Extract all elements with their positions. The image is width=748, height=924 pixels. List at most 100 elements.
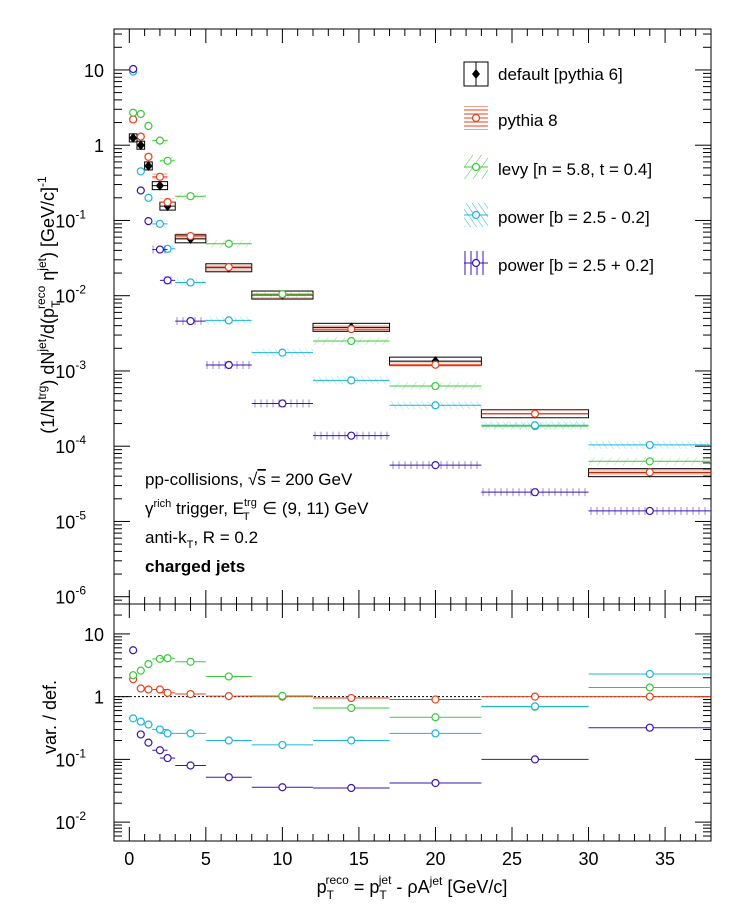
legend: default [pythia 6] pythia 8 levy [n = 5.… — [463, 61, 654, 275]
top-y-tick-label: 1 — [94, 136, 104, 156]
series2-point — [645, 457, 654, 466]
series1-point — [163, 198, 172, 207]
series3-point — [144, 193, 153, 202]
series2-point — [155, 136, 165, 145]
series4-point — [530, 488, 540, 497]
top-y-tick-exponent: -3 — [75, 358, 86, 372]
ratio-series0-point — [224, 692, 233, 701]
series4-point — [431, 461, 440, 470]
bottom-y-tick-exponent: -2 — [75, 809, 86, 823]
series4-point — [129, 64, 138, 74]
series4-point — [645, 506, 654, 516]
x-tick-label: 35 — [655, 849, 675, 869]
ratio-series1-point — [155, 654, 165, 663]
series3-point — [645, 440, 654, 450]
series4-point — [136, 186, 145, 195]
bottom-plot-frame — [113, 603, 712, 842]
ratio-series2-point — [431, 729, 440, 738]
series4-point — [347, 431, 356, 440]
ratio-series0-point — [431, 695, 440, 704]
series1-point — [186, 231, 195, 241]
series3-point — [224, 316, 233, 325]
legend-label-pythia8: pythia 8 — [498, 111, 558, 130]
series1-point — [129, 115, 138, 124]
series4-point — [278, 399, 287, 408]
x-tick-label: 10 — [272, 849, 292, 869]
ratio-series0-point — [530, 692, 540, 701]
annotation-collisions: pp-collisions, √s = 200 GeV — [145, 470, 353, 489]
series2-point — [347, 336, 356, 346]
ratio-series0-point — [645, 692, 654, 701]
series2-point — [431, 381, 440, 391]
x-tick-label: 5 — [201, 849, 211, 869]
top-y-tick-exponent: -4 — [75, 433, 86, 447]
ratio-series3-point — [155, 746, 165, 755]
ratio-series3-point — [278, 783, 287, 792]
series4-point — [163, 276, 172, 285]
series0-point — [144, 160, 153, 171]
series3-point — [136, 167, 145, 176]
legend-marker-levy — [471, 162, 481, 172]
bottom-y-tick-label: 1 — [94, 688, 104, 708]
series1-point — [155, 172, 165, 181]
ratio-series3-point — [144, 738, 153, 747]
series2-point — [278, 290, 287, 299]
legend-item-power-plus: power [b = 2.5 + 0.2] — [464, 251, 654, 275]
ratio-series2-point — [144, 720, 153, 729]
series4-point — [144, 217, 153, 226]
series1-point — [645, 468, 654, 477]
top-y-tick-label: 10-6 — [55, 584, 86, 608]
ratio-series0-point — [163, 688, 172, 697]
legend-label-power-plus: power [b = 2.5 + 0.2] — [498, 256, 654, 275]
series2-point — [186, 192, 195, 201]
x-tick-label: 25 — [502, 849, 522, 869]
series2-point — [144, 121, 153, 131]
top-y-tick-label: 10 — [84, 61, 104, 81]
series3-point — [530, 421, 540, 430]
series4-point — [186, 316, 195, 326]
ratio-series1-point — [347, 703, 356, 713]
x-axis-label: pTreco = pTjet - ρAjet [GeV/c] — [317, 873, 508, 902]
ratio-series3-point — [224, 773, 233, 782]
series0-point — [155, 180, 164, 191]
series1-point — [431, 360, 440, 369]
x-tick-label: 20 — [425, 849, 445, 869]
top-y-tick-label: 10-3 — [55, 358, 86, 382]
legend-marker-pythia8 — [471, 113, 481, 123]
ratio-series0-point — [186, 689, 195, 699]
series0-point — [129, 132, 138, 143]
legend-item-power-minus: power [b = 2.5 - 0.2] — [464, 203, 650, 227]
ratio-plot-data — [129, 646, 711, 793]
ratio-series0-point — [144, 685, 153, 694]
top-y-tick-exponent: -1 — [75, 207, 86, 221]
legend-item-levy: levy [n = 5.8, t = 0.4] — [464, 155, 652, 179]
series1-point — [136, 132, 145, 141]
bottom-y-tick-label: 10-2 — [55, 809, 86, 833]
ratio-series1-point — [144, 660, 153, 669]
series2-point — [224, 239, 233, 248]
ratio-series2-point — [186, 729, 195, 738]
annotation-algorithm: anti-kT, R = 0.2 — [145, 528, 258, 551]
ratio-series0-point — [136, 684, 145, 693]
ratio-series1-point — [278, 691, 287, 700]
top-y-axis-label: (1/Ntrg) dNjet/d(pTreco ηjet) [GeV/c]-1 — [34, 176, 63, 434]
top-y-tick-label: 10-5 — [55, 508, 86, 532]
legend-item-default: default [pythia 6] — [463, 61, 623, 87]
annotation-charged-jets: charged jets — [145, 557, 245, 576]
series2-point — [136, 109, 145, 119]
legend-item-pythia8: pythia 8 — [464, 106, 558, 130]
legend-label-default: default [pythia 6] — [498, 65, 623, 84]
ratio-series0-point — [155, 685, 165, 694]
ratio-series2-point — [136, 717, 145, 726]
series3-point — [155, 219, 165, 228]
series3-point — [278, 348, 287, 357]
series3-point — [186, 278, 195, 287]
x-tick-label: 15 — [349, 849, 369, 869]
ratio-series1-point — [431, 713, 440, 722]
bottom-y-tick-label: 10 — [84, 625, 104, 645]
series1-point — [530, 409, 540, 418]
ratio-series1-point — [129, 671, 138, 680]
ratio-series2-point — [645, 669, 654, 679]
